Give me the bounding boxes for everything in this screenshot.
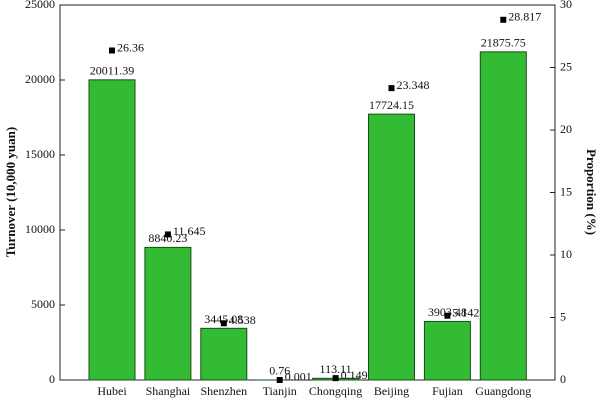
bar-value-label: 8840.23: [148, 231, 187, 245]
x-tick-label: Tianjin: [263, 384, 297, 398]
point-value-label: 4.538: [229, 313, 256, 327]
point-value-label: 28.817: [508, 10, 541, 24]
x-tick-label: Hubei: [97, 384, 127, 398]
bar-value-label: 3445.08: [204, 312, 243, 326]
point: [444, 312, 451, 319]
x-tick-label: Fujian: [432, 384, 463, 398]
bar-value-label: 17724.15: [369, 98, 414, 112]
bar-value-label: 0.76: [269, 364, 290, 378]
point-value-label: 0.001: [285, 370, 312, 384]
bar: [88, 79, 136, 381]
point-value-label: 26.36: [117, 40, 144, 54]
y2-tick-label: 10: [560, 247, 572, 261]
bar-value-label: 20011.39: [90, 64, 135, 78]
y2-tick-label: 25: [560, 59, 572, 73]
point: [164, 231, 171, 238]
point-value-label: 23.348: [397, 78, 430, 92]
point: [109, 47, 115, 54]
y-axis-title: Turnover (10,000 yuan): [3, 127, 18, 257]
bar: [144, 246, 192, 381]
y-tick-label: 25000: [25, 0, 55, 11]
point: [276, 376, 283, 383]
point-value-label: 11.645: [173, 224, 206, 238]
x-tick-label: Shenzhen: [200, 384, 247, 398]
point-value-label: 5.142: [452, 305, 479, 319]
point: [500, 16, 507, 23]
bar: [368, 113, 415, 381]
y2-tick-label: 5: [560, 309, 566, 323]
y2-axis-title: Proportion (%): [584, 149, 599, 235]
point: [388, 85, 395, 92]
point-value-label: 0.149: [341, 368, 368, 382]
bar-value-label: 3903.48: [428, 305, 467, 319]
bar: [479, 51, 527, 381]
y-tick-label: 5000: [31, 297, 55, 311]
bar: [200, 327, 248, 381]
x-tick-label: Shanghai: [146, 384, 191, 398]
y2-tick-label: 20: [560, 122, 572, 136]
y-tick-label: 20000: [25, 72, 55, 86]
point: [220, 320, 227, 327]
y2-tick-label: 0: [560, 372, 566, 386]
bar: [423, 320, 471, 381]
bar-value-label: 21875.75: [481, 36, 526, 50]
y-tick-label: 0: [49, 372, 55, 386]
y-tick-label: 10000: [25, 222, 55, 236]
y-tick-label: 15000: [25, 147, 55, 161]
x-tick-label: Beijing: [374, 384, 409, 398]
x-tick-label: Guangdong: [475, 384, 531, 398]
point: [332, 375, 339, 382]
y2-tick-label: 30: [560, 0, 572, 11]
bar-value-label: 113.11: [320, 362, 352, 376]
x-tick-label: Chongqing: [309, 384, 362, 398]
y2-tick-label: 15: [560, 184, 572, 198]
